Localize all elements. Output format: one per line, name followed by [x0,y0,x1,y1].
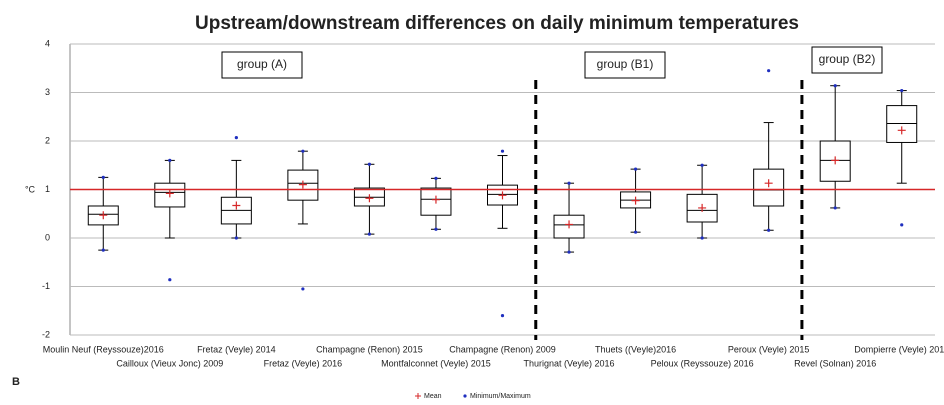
x-tick-label: Champagne (Renon) 2009 [449,344,556,354]
y-axis-label: °C [25,184,36,194]
max-marker [500,149,505,153]
min-marker [434,227,438,231]
x-tick-label: Montfalconnet (Veyle) 2015 [381,358,491,368]
y-tick-label: 2 [45,135,50,145]
x-tick-label: Moulin Neuf (Reyssouze)2016 [43,344,164,354]
x-tick-label: Thurignat (Veyle) 2016 [524,358,615,368]
legend-label: Minimum/Maximum [470,393,531,400]
group-label: group (B1) [597,57,654,71]
mean-marker [698,203,707,212]
mean-marker [298,180,307,189]
min-marker [833,206,837,210]
max-marker [633,167,638,171]
legend-label: Mean [424,393,442,400]
group-box [221,51,303,79]
min-marker [900,223,904,227]
max-marker [700,163,704,167]
mean-marker [365,194,374,203]
y-tick-label: -2 [42,329,50,339]
min-marker [500,314,505,318]
x-tick-label: Dompierre (Veyle) 2010 [854,344,944,354]
max-marker [833,84,837,88]
group-box [811,46,883,74]
max-marker [168,158,172,162]
panel-label: B [12,376,20,388]
mean-marker [498,191,507,200]
mean-marker [232,201,241,210]
mean-marker [831,156,840,165]
min-marker [101,248,105,252]
max-marker [567,181,571,185]
x-tick-label: Peroux (Veyle) 2015 [728,344,810,354]
group-label: group (B2) [819,52,876,66]
mean-marker [897,126,906,135]
mean-marker [431,195,440,204]
y-tick-label: 1 [45,184,50,194]
mean-marker [165,189,174,198]
legend-mean-marker [415,393,421,399]
mean-marker [631,196,640,205]
group-label: group (A) [237,57,287,71]
min-marker [767,228,771,232]
box [753,168,785,207]
max-marker [101,175,105,179]
y-tick-label: 0 [45,232,50,242]
min-marker [367,232,372,236]
x-tick-label: Champagne (Renon) 2015 [316,344,423,354]
min-marker [301,287,305,291]
max-marker [234,136,238,140]
max-marker [301,149,305,153]
max-marker [434,176,438,180]
mean-marker [99,211,108,220]
chart-title: Upstream/downstream differences on daily… [195,13,799,34]
x-tick-label: Thuets ((Veyle)2016 [595,344,676,354]
y-tick-label: -1 [42,281,50,291]
group-box [584,51,666,79]
max-marker [367,162,372,166]
min-marker [234,236,238,240]
min-marker [633,230,638,234]
x-tick-label: Fretaz (Veyle) 2014 [197,344,276,354]
x-tick-label: Peloux (Reyssouze) 2016 [651,358,754,368]
x-tick-label: Cailloux (Vieux Jonc) 2009 [116,358,223,368]
y-tick-label: 4 [45,38,50,48]
min-marker [567,250,571,254]
mean-marker [565,220,574,229]
x-tick-label: Revel (Solnan) 2016 [794,358,876,368]
max-marker [767,69,771,73]
max-marker [900,88,904,93]
x-tick-label: Fretaz (Veyle) 2016 [264,358,343,368]
mean-marker [764,179,773,188]
min-marker [168,278,172,282]
legend-minmax-marker [463,394,467,398]
min-marker [700,236,704,240]
y-tick-label: 3 [45,87,50,97]
